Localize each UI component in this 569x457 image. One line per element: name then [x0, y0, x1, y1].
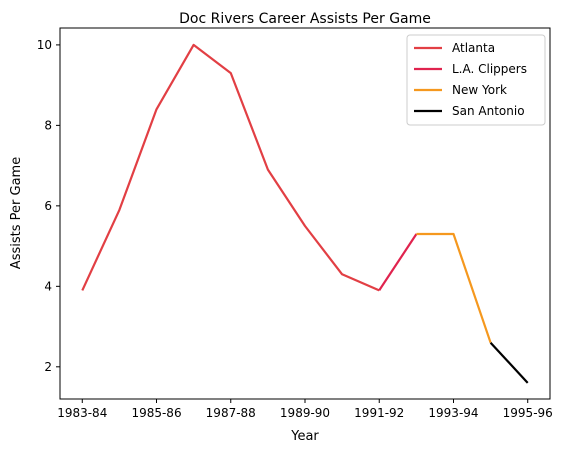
legend-box	[406, 34, 546, 126]
y-tick-label: 4	[44, 279, 52, 293]
series-line-l-a-clippers	[378, 233, 418, 292]
y-axis-label: Assists Per Game	[9, 157, 24, 269]
plot-frame	[59, 27, 551, 400]
chart-title: Doc Rivers Career Assists Per Game	[179, 11, 431, 27]
x-tick-label: 1989-90	[280, 406, 330, 420]
series-layer	[81, 43, 529, 384]
x-tick-label: 1985-86	[131, 406, 181, 420]
legend-label: L.A. Clippers	[452, 62, 527, 76]
x-tick-label: 1995-96	[503, 406, 553, 420]
x-axis-label: Year	[290, 429, 319, 444]
y-tick-label: 2	[44, 360, 52, 374]
legend-label: New York	[452, 83, 507, 97]
series-line-new-york	[416, 232, 492, 344]
x-tick-label: 1991-92	[354, 406, 404, 420]
legend-label: San Antonio	[452, 104, 525, 118]
x-tick-label: 1983-84	[57, 406, 107, 420]
series-line-atlanta	[81, 43, 380, 292]
x-tick-label: 1993-94	[428, 406, 478, 420]
y-tick-label: 8	[44, 118, 52, 132]
y-tick-label: 6	[44, 199, 52, 213]
legend: Atlanta L.A. Clippers New York San Antonio	[406, 34, 546, 126]
x-axis-ticks: 1983-84 1985-86 1987-88 1989-90 1991-92 1993-…	[57, 399, 553, 420]
series-line-san-antonio	[489, 341, 529, 384]
y-axis-ticks: 2 4 6 8 10	[37, 38, 60, 374]
y-tick-label: 10	[37, 38, 52, 52]
x-tick-label: 1987-88	[206, 406, 256, 420]
legend-label: Atlanta	[452, 41, 495, 55]
